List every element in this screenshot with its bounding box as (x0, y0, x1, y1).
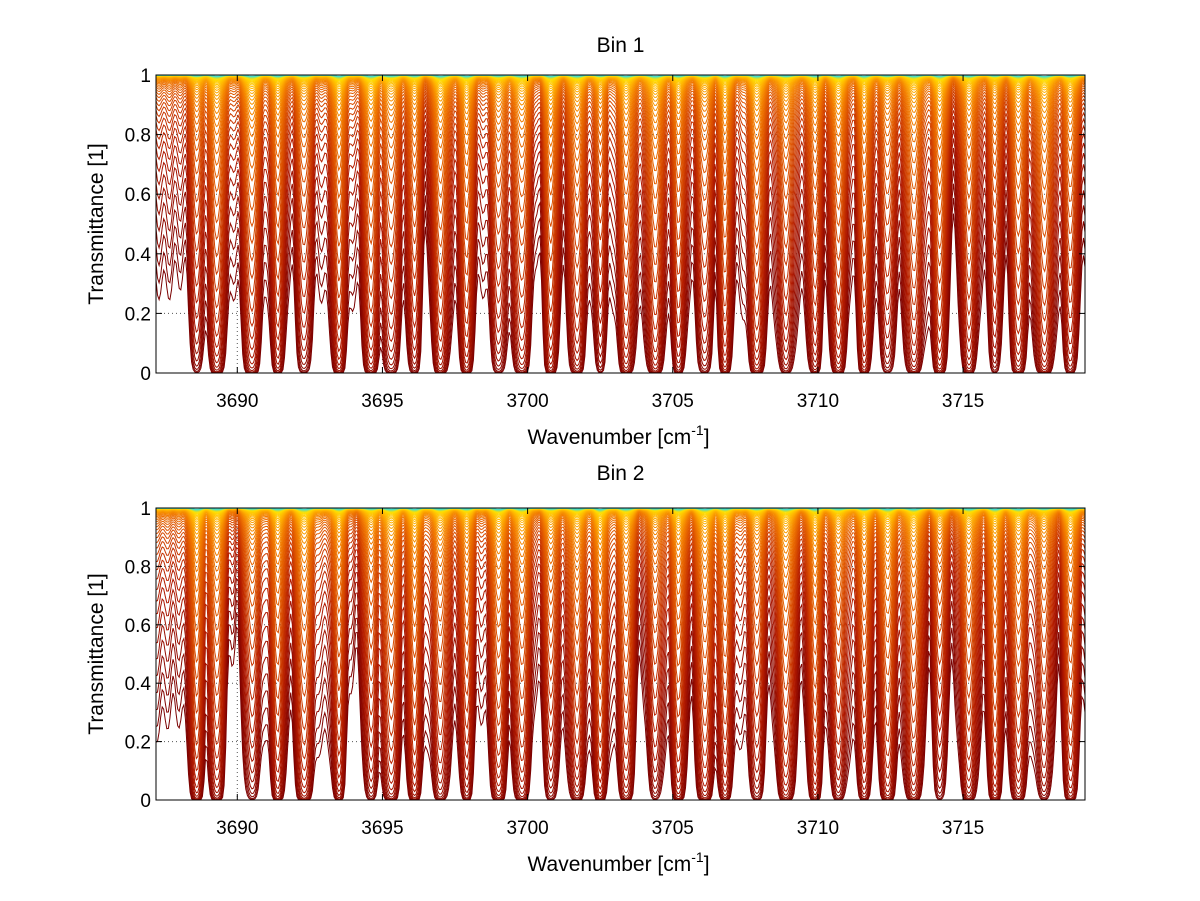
transmittance-curve (156, 90, 1085, 273)
x-tick-label: 3690 (216, 391, 258, 412)
transmittance-curve (156, 76, 1085, 108)
y-tick-label: 0.4 (125, 674, 152, 695)
y-tick-label: 0.6 (125, 616, 151, 637)
transmittance-curve (156, 77, 1085, 127)
x-axis-label-main: Wavenumber [cm (527, 853, 691, 876)
x-axis-label: Wavenumber [cm-1] (527, 422, 709, 449)
x-axis-label-end: ] (704, 853, 710, 876)
transmittance-curve (156, 77, 1085, 135)
axes-frame (155, 507, 1086, 801)
y-axis-label: Transmittance [1] (85, 573, 108, 734)
transmittance-curve (156, 83, 1085, 206)
x-tick-label: 3710 (797, 818, 839, 839)
transmittance-curve (156, 158, 1085, 373)
transmittance-curve (156, 103, 1085, 336)
transmittance-curve (156, 213, 1085, 373)
x-axis-label: Wavenumber [cm-1] (527, 849, 709, 876)
transmittance-curve (156, 84, 1085, 222)
transmittance-curve (156, 95, 1085, 307)
transmittance-curve (156, 625, 1085, 800)
y-tick-label: 0.8 (125, 557, 151, 578)
transmittance-curve (156, 183, 1085, 373)
transmittance-curve (156, 577, 1085, 800)
transmittance-curve (156, 147, 1085, 373)
transmittance-curve (156, 88, 1085, 256)
transmittance-curve (156, 170, 1085, 373)
y-tick-label: 1 (140, 499, 151, 520)
y-tick-label: 0.4 (125, 245, 152, 266)
transmittance-curve (156, 86, 1085, 238)
transmittance-curve (156, 599, 1085, 800)
chart-title: Bin 2 (597, 462, 645, 485)
transmittance-curve (156, 80, 1085, 177)
x-tick-label: 3695 (361, 391, 403, 412)
x-axis-label-main: Wavenumber [cm (527, 426, 691, 449)
panel-bin-2: 3690 3695 3700 3705 3710 3715 0 0.2 0.4 0.6 0.8 1 Bi… (85, 462, 1086, 876)
transmittance-curve (156, 115, 1085, 356)
transmittance-curve (156, 560, 1085, 798)
transmittance-curve (156, 78, 1085, 144)
transmittance-curve (156, 110, 1085, 347)
x-tick-label: 3690 (216, 818, 258, 839)
transmittance-curve (156, 79, 1085, 154)
x-tick-label: 3700 (506, 818, 548, 839)
x-tick-label: 3705 (652, 818, 694, 839)
transmittance-curve (156, 79, 1085, 165)
transmittance-curve (156, 76, 1085, 114)
y-tick-label: 0.2 (125, 733, 151, 754)
y-tick-label: 0 (140, 791, 151, 812)
transmittance-curve (156, 99, 1085, 322)
transmittance-curve (156, 568, 1085, 800)
transmittance-curve (156, 81, 1085, 191)
transmittance-curve (156, 122, 1085, 363)
transmittance-curve (156, 587, 1085, 800)
x-axis-label-superscript: -1 (691, 422, 704, 438)
y-axis-label: Transmittance [1] (85, 143, 108, 304)
x-tick-label: 3705 (652, 391, 694, 412)
y-tick-label: 0.2 (125, 304, 151, 325)
axes-frame (155, 74, 1086, 374)
x-axis-label-end: ] (704, 426, 710, 449)
transmittance-curve (156, 92, 1085, 291)
transmittance-curve (156, 76, 1085, 120)
curve-group (156, 507, 1085, 800)
x-axis-label-superscript: -1 (691, 849, 704, 865)
y-tick-label: 0.6 (125, 185, 151, 206)
x-tick-label: 3715 (942, 818, 984, 839)
x-tick-label: 3715 (942, 391, 984, 412)
y-tick-label: 0 (140, 364, 151, 385)
transmittance-curve (156, 612, 1085, 800)
y-tick-label: 1 (140, 66, 151, 87)
transmittance-curve (156, 198, 1085, 373)
transmittance-curve (156, 129, 1085, 368)
chart-title: Bin 1 (597, 34, 645, 57)
curve-group (156, 74, 1085, 373)
panel-bin-1: 3690 3695 3700 3705 3710 3715 0 0.2 0.4 0.6 0.8 1 Bi… (85, 34, 1086, 449)
transmittance-curve (156, 75, 1085, 104)
y-tick-label: 0.8 (125, 126, 151, 147)
transmittance-curve (156, 138, 1085, 371)
x-tick-label: 3695 (361, 818, 403, 839)
x-tick-label: 3710 (797, 391, 839, 412)
x-tick-label: 3700 (506, 391, 548, 412)
